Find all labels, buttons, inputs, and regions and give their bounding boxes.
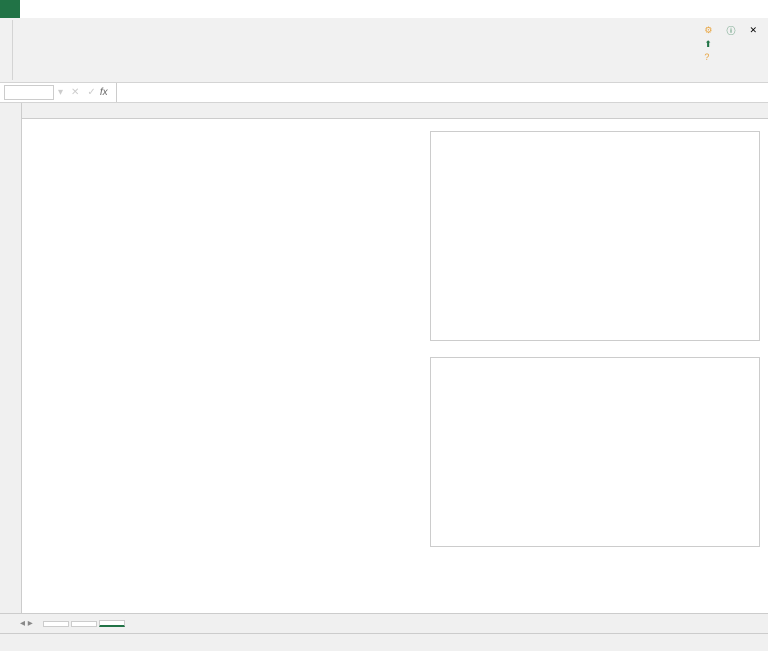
tab-review[interactable] xyxy=(120,0,140,18)
upgrade-icon[interactable]: ⬆ xyxy=(704,39,712,50)
col-headers xyxy=(22,103,768,119)
sheet-tabs: ◂ ▸ xyxy=(0,613,768,633)
formula-input[interactable] xyxy=(116,83,764,102)
observations-chart xyxy=(430,357,760,547)
ribbon: ⚙ ⓘ ✕ ⬆ ? xyxy=(0,18,768,83)
menu-tabs xyxy=(0,0,768,18)
tab-formulas[interactable] xyxy=(80,0,100,18)
about-icon[interactable]: ⓘ xyxy=(726,24,735,37)
tab-addins[interactable] xyxy=(160,0,180,18)
sheet-tab-pca[interactable] xyxy=(99,620,125,627)
help-icon[interactable]: ? xyxy=(704,52,709,62)
options-icon[interactable]: ⚙ xyxy=(704,25,712,36)
worksheet xyxy=(0,103,768,613)
name-box[interactable] xyxy=(4,85,54,100)
sheet-tab-initial[interactable] xyxy=(71,621,97,627)
tab-data[interactable] xyxy=(100,0,120,18)
formula-bar: ▾ ✕ ✓ fx xyxy=(0,83,768,103)
tab-xlstat[interactable] xyxy=(180,0,200,18)
fx-icon[interactable]: fx xyxy=(100,87,108,98)
tab-insert[interactable] xyxy=(40,0,60,18)
add-sheet-button[interactable] xyxy=(127,622,143,626)
row-headers xyxy=(0,103,22,613)
tab-view[interactable] xyxy=(140,0,160,18)
status-bar xyxy=(0,633,768,651)
tab-home[interactable] xyxy=(20,0,40,18)
sheet-tab-data[interactable] xyxy=(43,621,69,627)
ribbon-right: ⚙ ⓘ ✕ ⬆ ? xyxy=(700,20,764,80)
tab-pagelayout[interactable] xyxy=(60,0,80,18)
correlation-circle-chart xyxy=(430,131,760,341)
close-icon[interactable]: ✕ xyxy=(749,25,757,36)
file-tab[interactable] xyxy=(0,0,20,18)
